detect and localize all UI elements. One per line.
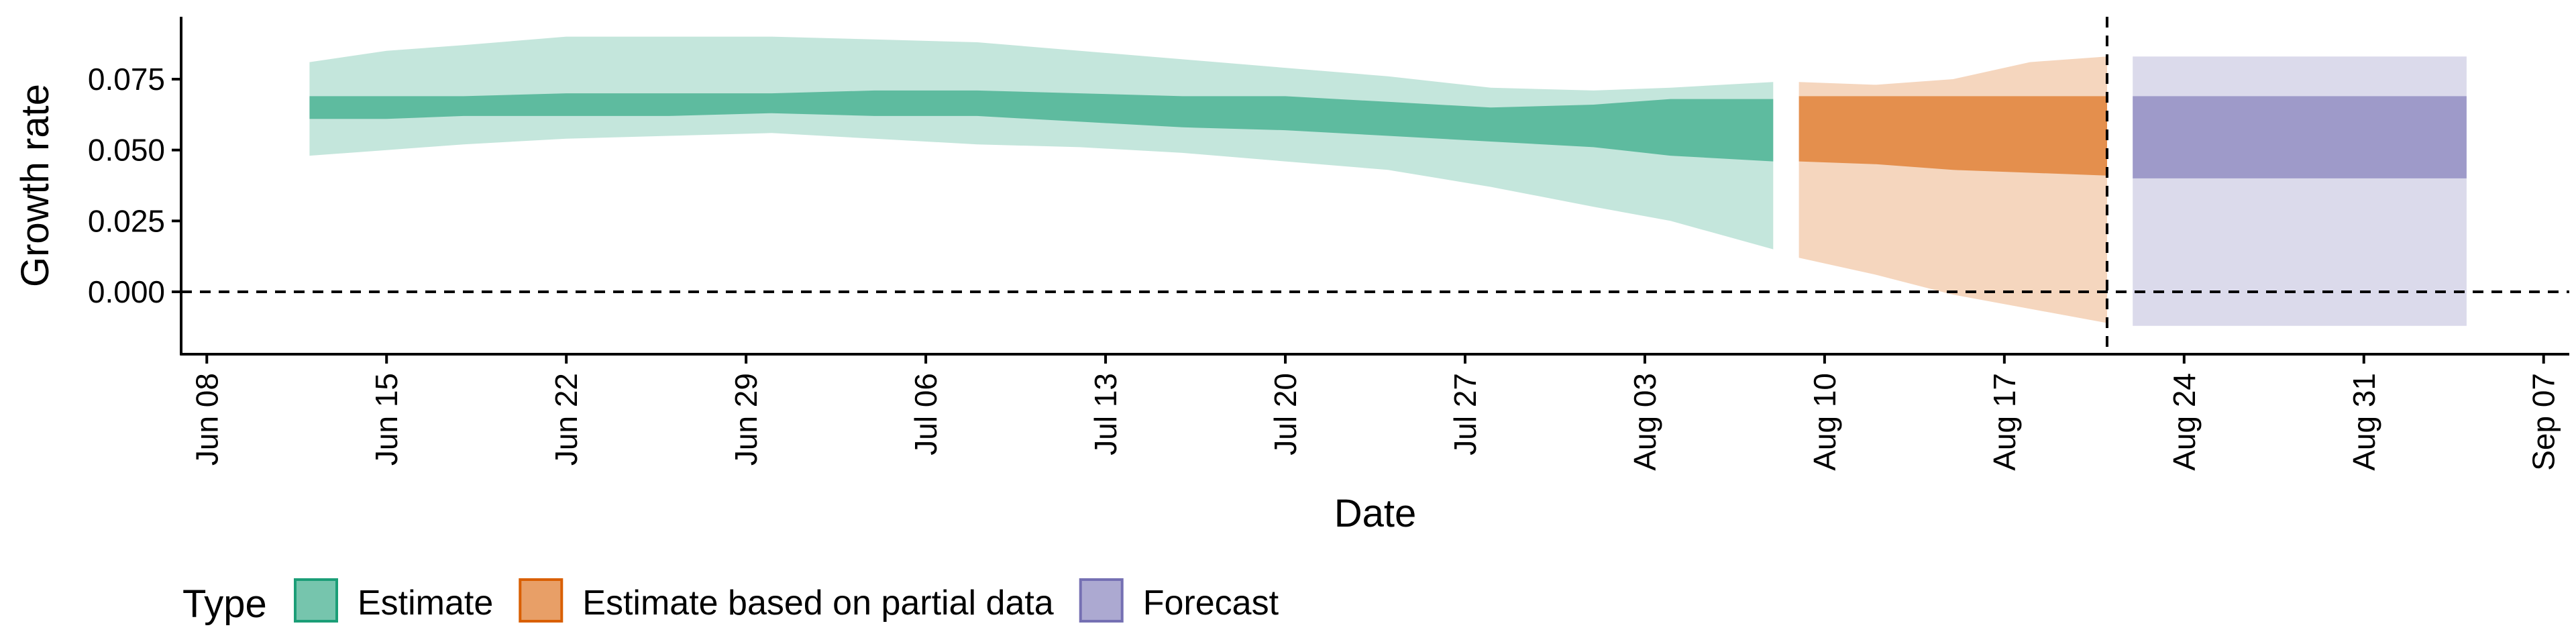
- x-tick-label: Jun 22: [549, 373, 584, 466]
- x-tick-label: Jul 13: [1088, 373, 1123, 455]
- legend-label-estimate-based-on-partial-data: Estimate based on partial data: [582, 584, 1054, 623]
- reference-lines-layer: [181, 17, 2569, 354]
- legend-swatch-estimate-based-on-partial-data: [519, 578, 564, 623]
- x-tick-label: Aug 17: [1987, 373, 2022, 471]
- x-ticks-layer: Jun 08 Jun 15 Jun 22 Jun 29 Jul 06 Jul 13 Jul …: [189, 354, 2561, 471]
- x-tick-label: Jun 15: [369, 373, 404, 466]
- x-axis-title: Date: [1334, 492, 1417, 535]
- x-tick-label: Aug 31: [2347, 373, 2381, 471]
- band-inner-forecast: [2133, 96, 2467, 178]
- band-outer-estimate: [309, 36, 1774, 250]
- x-tick-label: Aug 10: [1807, 373, 1842, 471]
- x-tick-label: Sep 07: [2526, 373, 2561, 471]
- y-axis-title: Growth rate: [13, 84, 57, 287]
- legend-swatch-forecast: [1079, 578, 1124, 623]
- legend-label-estimate: Estimate: [358, 584, 493, 623]
- y-tick-label: 0.000: [88, 274, 165, 309]
- x-tick-label: Jun 08: [189, 373, 224, 466]
- y-ticks-layer: 0.000 0.025 0.050 0.075: [88, 62, 181, 309]
- x-tick-label: Aug 24: [2167, 373, 2202, 471]
- y-tick-label: 0.050: [88, 133, 165, 168]
- legend: Type Estimate Estimate based on partial d…: [182, 578, 1279, 626]
- x-tick-label: Aug 03: [1627, 373, 1662, 471]
- band-inner-estimate-based-on-partial-data: [1799, 96, 2107, 176]
- x-tick-label: Jul 20: [1268, 373, 1303, 455]
- y-tick-label: 0.025: [88, 203, 165, 238]
- bands-layer: [309, 36, 2467, 326]
- legend-label-forecast: Forecast: [1143, 584, 1279, 623]
- axes-layer: [180, 17, 2569, 356]
- x-tick-label: Jul 06: [908, 373, 943, 455]
- legend-title: Type: [182, 582, 267, 626]
- legend-swatch-estimate: [294, 578, 338, 623]
- band-inner-estimate: [309, 90, 1774, 162]
- x-tick-label: Jun 29: [729, 373, 763, 466]
- legend-entries: Estimate Estimate based on partial data Fo…: [294, 578, 1279, 623]
- y-tick-label: 0.075: [88, 62, 165, 97]
- x-tick-label: Jul 27: [1448, 373, 1483, 455]
